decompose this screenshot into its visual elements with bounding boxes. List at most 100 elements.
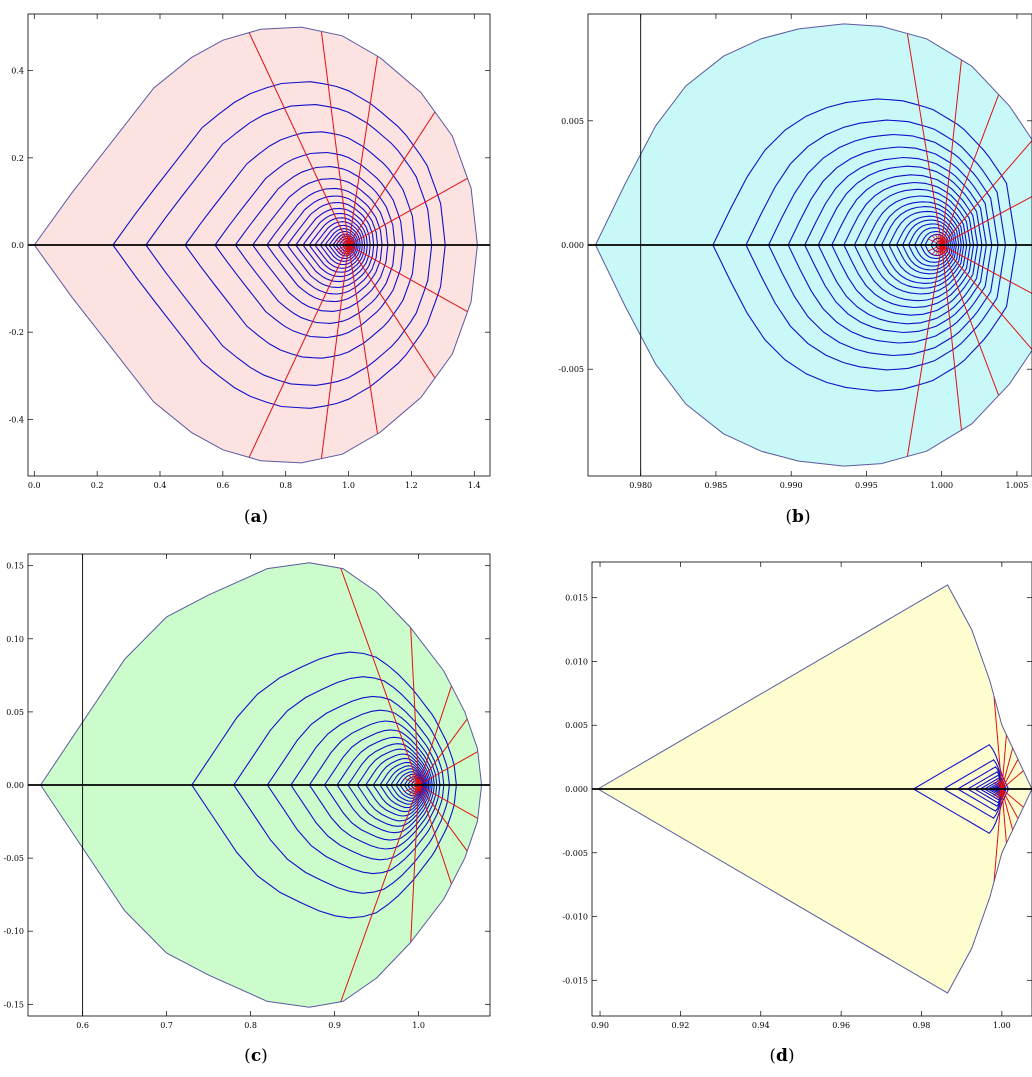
- caption-a-letter: a: [250, 507, 262, 527]
- chart-svg-c: 0.6 0.7 0.8 0.9 1.0 -0.15 -0.10 -0.05 0.00 0.05 0.…: [3, 553, 491, 1030]
- ray-line: [320, 244, 350, 459]
- ray-line: [1001, 788, 1019, 819]
- center-ray: [996, 779, 1003, 790]
- y-tick-label: 0.2: [11, 154, 24, 163]
- plot-area-b: [588, 14, 1032, 476]
- y-tick-label: 0.000: [565, 785, 588, 794]
- center-ray: [993, 788, 1003, 797]
- plot-area-c: [28, 554, 490, 1016]
- y-tick-label: 0.00: [6, 781, 24, 790]
- plot-area-a: [28, 26, 490, 464]
- ray-line: [348, 56, 379, 246]
- center-ray: [341, 234, 349, 246]
- caption-c-open: (: [244, 1046, 251, 1066]
- ray-line: [418, 784, 468, 852]
- y-tick-label: -0.010: [562, 913, 588, 922]
- x-tick-label: 1.005: [1005, 481, 1028, 490]
- ray-line: [348, 244, 468, 313]
- ray-line: [348, 244, 436, 379]
- x-tick-label: 1.2: [405, 481, 418, 490]
- x-tick-label: 0.7: [160, 1021, 173, 1030]
- ray-line: [348, 111, 436, 246]
- x-tick-label: 1.0: [412, 1021, 425, 1030]
- y-tick-label: 0.0: [11, 241, 24, 250]
- ray-line: [941, 139, 1032, 246]
- ray-line: [941, 244, 1032, 351]
- caption-d-open: (: [769, 1046, 777, 1066]
- caption-a: (a): [196, 507, 316, 527]
- ray-line: [941, 244, 1000, 396]
- y-tick-label: -0.005: [558, 365, 584, 374]
- ray-line: [941, 59, 962, 246]
- center-ray: [408, 784, 419, 796]
- y-tick-label: 0.005: [561, 117, 584, 126]
- x-tick-label: 1.00: [993, 1021, 1011, 1030]
- x-tick-label: 0.995: [855, 481, 878, 490]
- y-tick-label: 0.000: [561, 241, 584, 250]
- y-tick-label: -0.05: [3, 854, 24, 863]
- ray-line: [1001, 747, 1014, 790]
- y-tick-label: 0.05: [6, 708, 24, 717]
- chart-panel-d: 0.90 0.92 0.94 0.96 0.98 1.00 -0.015 -0.010 -0.0…: [520, 540, 1032, 1040]
- x-tick-label: 0.92: [671, 1021, 689, 1030]
- y-tick-label: -0.15: [3, 1000, 24, 1009]
- ray-line: [348, 177, 468, 246]
- center-ray: [411, 773, 419, 786]
- center-ray: [927, 244, 942, 252]
- caption-d: (d): [722, 1046, 842, 1066]
- ray-line: [1001, 770, 1024, 790]
- center-ray: [411, 784, 419, 797]
- chart-svg-a: 0.0 0.2 0.4 0.6 0.8 1.0 1.2 1.4 -0.4 -0.2 0.0 0.2 0.…: [9, 13, 491, 490]
- caption-c: (c): [196, 1046, 316, 1066]
- ray-line: [418, 685, 452, 786]
- y-tick-label: 0.005: [565, 721, 588, 730]
- caption-b-close: ): [803, 507, 811, 527]
- center-ray: [343, 234, 349, 246]
- caption-d-letter: d: [776, 1046, 788, 1066]
- center-ray: [931, 244, 942, 256]
- ray-line: [340, 568, 420, 786]
- center-ray: [931, 234, 942, 246]
- y-tick-label: 0.015: [565, 594, 588, 603]
- x-tick-label: 0.98: [913, 1021, 931, 1030]
- ray-line: [1001, 734, 1007, 790]
- ray-line: [248, 244, 350, 458]
- x-tick-label: 0.9: [328, 1021, 341, 1030]
- y-tick-label: -0.4: [9, 415, 24, 424]
- ray-line: [906, 33, 943, 246]
- ray-line: [1001, 788, 1007, 844]
- caption-b: (b): [738, 507, 858, 527]
- x-tick-label: 0.985: [704, 481, 727, 490]
- ray-line: [941, 94, 1000, 246]
- x-tick-label: 0.90: [591, 1021, 609, 1030]
- ray-line: [248, 32, 350, 246]
- x-tick-label: 1.4: [468, 481, 481, 490]
- caption-b-open: (: [785, 507, 793, 527]
- center-ray: [927, 238, 942, 246]
- ray-line: [1001, 788, 1024, 808]
- x-tick-label: 0.6: [216, 481, 229, 490]
- ray-line: [1001, 788, 1014, 831]
- caption-c-letter: c: [250, 1046, 262, 1066]
- center-ray: [404, 777, 419, 786]
- ray-line: [906, 244, 943, 457]
- y-tick-label: -0.005: [562, 849, 588, 858]
- ray-line: [410, 784, 420, 943]
- x-tick-label: 0.6: [76, 1021, 89, 1030]
- ray-line: [1001, 759, 1019, 790]
- center-ray: [993, 781, 1003, 790]
- y-tick-label: -0.2: [9, 328, 24, 337]
- x-tick-label: 1.0: [342, 481, 355, 490]
- x-tick-label: 0.2: [91, 481, 104, 490]
- ray-line: [418, 718, 468, 786]
- y-tick-label: 0.010: [565, 657, 588, 666]
- y-tick-label: 0.4: [11, 67, 24, 76]
- ray-line: [348, 244, 379, 434]
- x-tick-label: 0.4: [154, 481, 167, 490]
- ray-line: [418, 784, 452, 885]
- ray-line: [993, 696, 1003, 790]
- ray-line: [340, 784, 420, 1002]
- y-tick-label: 0.15: [6, 562, 24, 571]
- center-ray: [404, 784, 419, 793]
- x-tick-label: 0.980: [629, 481, 652, 490]
